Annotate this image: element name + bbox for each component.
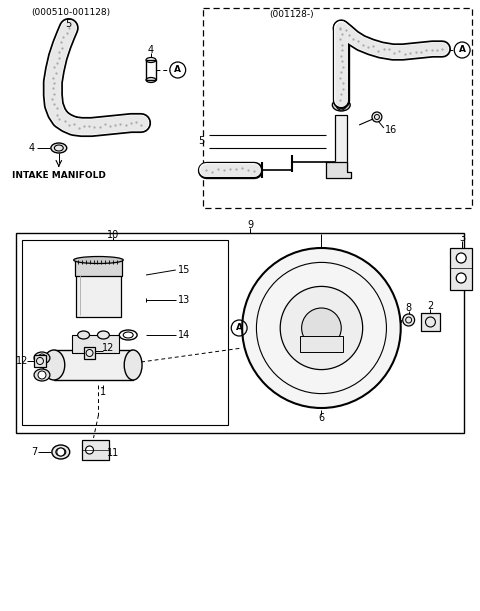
Circle shape	[208, 163, 222, 177]
Text: (001128-): (001128-)	[269, 10, 313, 18]
Text: 4: 4	[29, 143, 35, 153]
Text: A: A	[459, 45, 466, 54]
Polygon shape	[326, 162, 351, 178]
Bar	[84, 347, 96, 359]
Ellipse shape	[146, 57, 156, 62]
Bar	[76, 273, 121, 317]
Text: INTAKE MANIFOLD: INTAKE MANIFOLD	[12, 170, 106, 180]
Text: 5: 5	[66, 19, 72, 29]
Circle shape	[85, 446, 94, 454]
Bar	[75, 260, 122, 276]
Bar	[300, 336, 343, 352]
Ellipse shape	[34, 369, 50, 381]
Bar	[336, 115, 347, 173]
Text: A: A	[236, 323, 243, 332]
Bar	[203, 8, 472, 208]
Text: 14: 14	[178, 330, 190, 340]
Circle shape	[403, 314, 415, 326]
Circle shape	[38, 354, 46, 362]
Ellipse shape	[52, 445, 70, 459]
Bar	[72, 335, 119, 353]
Circle shape	[38, 371, 46, 379]
Text: 15: 15	[178, 265, 190, 275]
Text: 6: 6	[318, 413, 324, 423]
Ellipse shape	[332, 99, 350, 111]
Text: 12: 12	[16, 356, 28, 366]
Circle shape	[336, 100, 346, 110]
Bar	[82, 440, 109, 460]
Circle shape	[280, 287, 363, 370]
Circle shape	[456, 273, 466, 283]
Ellipse shape	[78, 331, 90, 339]
Ellipse shape	[51, 143, 67, 153]
Ellipse shape	[74, 257, 123, 263]
Text: 10: 10	[107, 230, 120, 240]
Ellipse shape	[43, 350, 65, 380]
Circle shape	[301, 308, 341, 348]
Text: 8: 8	[406, 303, 412, 313]
Bar	[420, 313, 440, 331]
Bar	[34, 355, 46, 367]
Ellipse shape	[34, 352, 50, 364]
Text: 13: 13	[178, 295, 190, 305]
Text: (000510-001128): (000510-001128)	[31, 9, 110, 18]
Text: 3: 3	[459, 233, 465, 243]
Text: 4: 4	[148, 45, 154, 55]
Ellipse shape	[124, 350, 142, 380]
Ellipse shape	[146, 78, 156, 82]
Text: 9: 9	[247, 220, 253, 230]
Text: 1: 1	[100, 387, 107, 397]
Bar	[16, 233, 464, 433]
Text: 7: 7	[31, 447, 37, 457]
Bar	[54, 350, 133, 380]
Circle shape	[372, 112, 382, 122]
Text: 12: 12	[102, 343, 115, 353]
Circle shape	[57, 448, 65, 456]
Ellipse shape	[97, 331, 109, 339]
Bar	[450, 248, 472, 290]
Text: 11: 11	[107, 448, 120, 458]
Text: 5: 5	[198, 136, 204, 146]
Text: A: A	[174, 65, 181, 75]
Circle shape	[242, 248, 401, 408]
Bar	[22, 240, 228, 425]
Text: 16: 16	[384, 125, 397, 135]
Circle shape	[456, 253, 466, 263]
Text: 2: 2	[427, 301, 433, 311]
